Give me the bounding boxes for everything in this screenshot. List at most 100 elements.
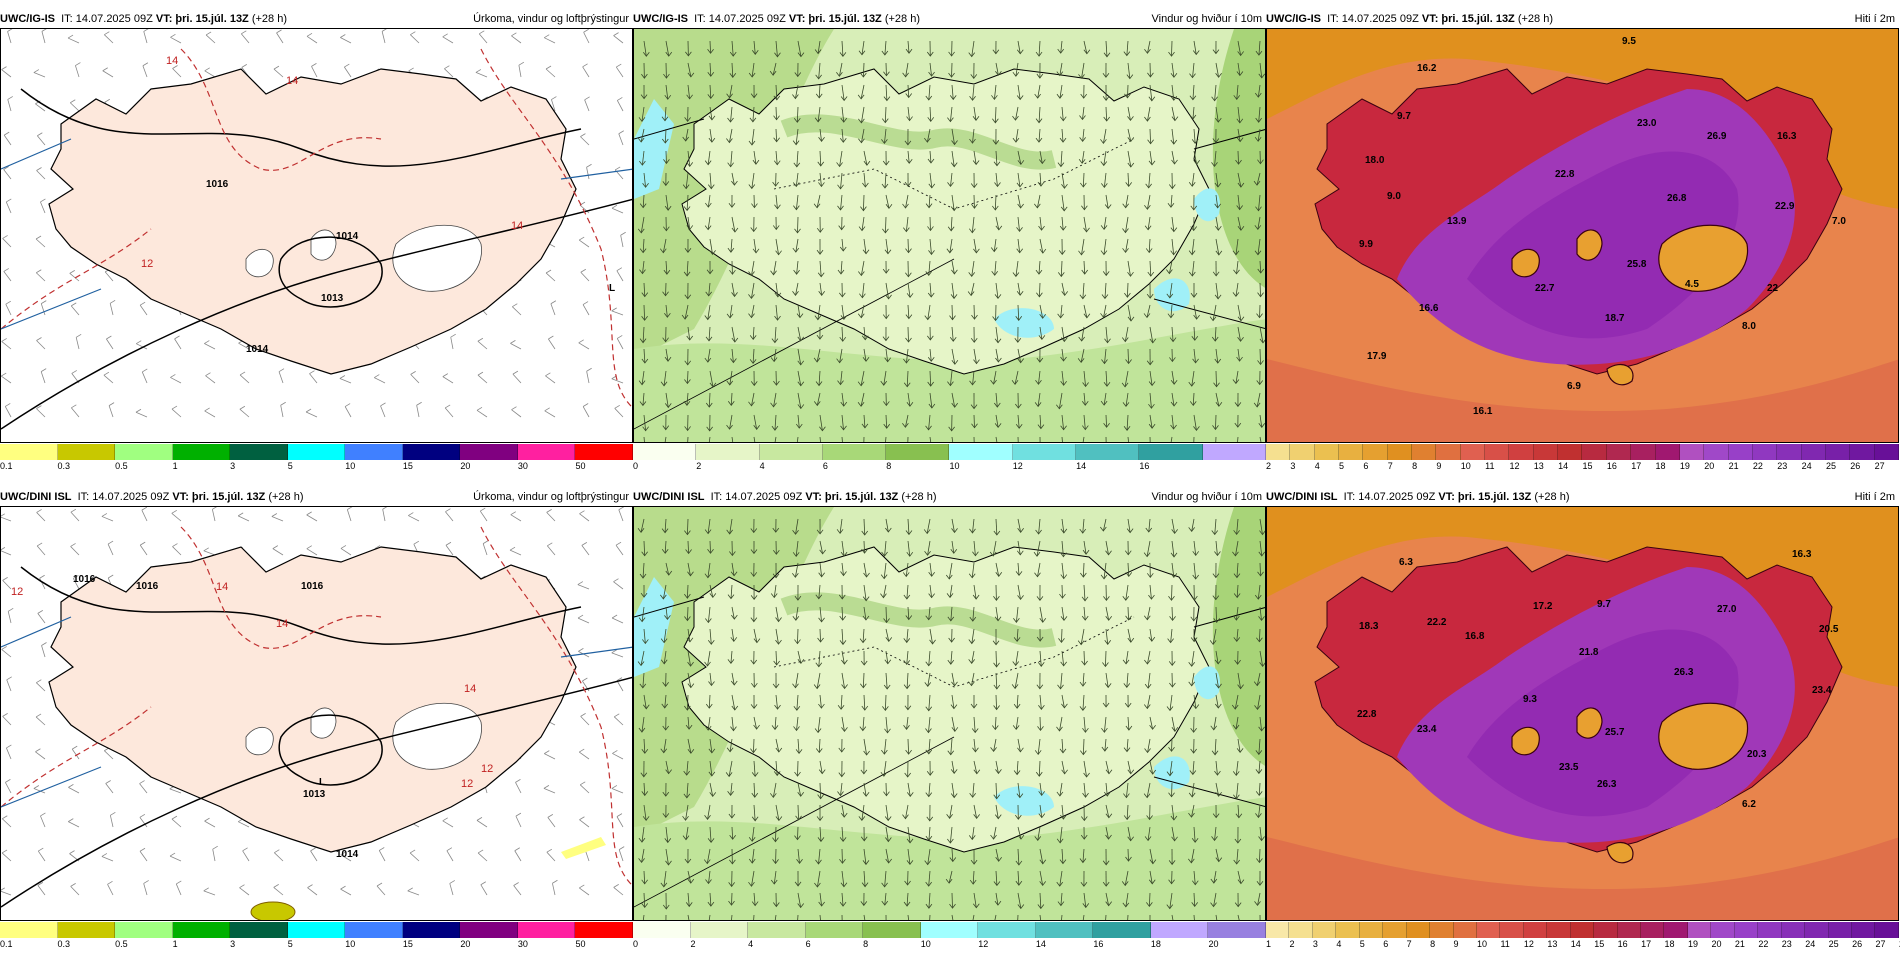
legend-swatch [1412,444,1436,460]
legend-swatch [1571,922,1594,938]
isoline-label: 1014 [336,231,359,242]
legend-tick-label: 15 [403,461,413,471]
legend-tick-label: 10 [950,461,960,471]
wind-arrow [1172,607,1173,620]
isoline-label: 1013 [303,789,326,800]
legend-swatch [1266,444,1290,460]
legend-tick-label: 0 [633,939,638,949]
temperature-label: 26.8 [1667,193,1687,204]
legend-swatch [230,444,288,460]
temperature-label: 22 [1767,283,1779,294]
low-pressure-marker: L [609,283,615,294]
legend-swatch [1524,922,1547,938]
legend-swatch [760,444,823,460]
model-source: UWC/IG-IS [633,13,688,25]
low-pressure-marker: L [319,777,325,788]
legend-tick-label: 2 [1266,461,1271,471]
temperature-label: 6.3 [1399,557,1413,568]
temperature-label: 26.3 [1597,779,1617,790]
temperature-label: 22.7 [1535,283,1555,294]
legend-swatch [863,922,921,938]
map-area[interactable] [633,506,1266,921]
init-time: IT: 14.07.2025 09Z [78,491,170,503]
isoline-label: 1014 [246,344,269,355]
legend-swatch [460,922,518,938]
legend-tick-label: 12 [1524,939,1534,949]
valid-time: þri. 15.júl. 13Z [1441,13,1514,25]
model-source: UWC/IG-IS [1266,13,1321,25]
legend-swatch [403,444,461,460]
legend-tick-label: 20 [460,939,470,949]
map-area[interactable] [633,28,1266,443]
temperature-label: 25.8 [1627,259,1647,270]
legend-tick-label: 19 [1688,939,1698,949]
legend-tick-label: 10 [1477,939,1487,949]
valid-time-label: VT: [1422,13,1439,25]
legend-tick-label: 4 [1336,939,1341,949]
legend-swatch [748,922,806,938]
wind-arrow [710,541,711,553]
legend-swatch [518,922,576,938]
temperature-label: 16.1 [1473,406,1493,417]
legend-swatch [1664,922,1687,938]
color-legend [0,922,633,938]
legend-swatch [1875,444,1899,460]
isoline-label: 1016 [301,581,324,592]
legend-tick-label: 27 [1875,461,1885,471]
legend-tick-label: 15 [1583,461,1593,471]
legend-swatch [288,922,346,938]
wind-arrow [820,629,821,642]
legend-tick-label: 5 [288,939,293,949]
valid-time: þri. 15.júl. 13Z [1458,491,1531,503]
temperature-label: 21.8 [1579,647,1599,658]
legend-tick-label: 27 [1876,939,1886,949]
panel-header: UWC/DINI ISL IT: 14.07.2025 09Z VT: þri.… [1266,488,1899,506]
legend-swatch [115,444,173,460]
isoline-label: 14 [216,581,228,593]
legend-swatch [1782,922,1805,938]
color-legend [633,922,1266,938]
color-legend [1266,444,1899,460]
legend-swatch [1758,922,1781,938]
legend-tick-label: 4 [748,939,753,949]
legend-swatch [1547,922,1570,938]
legend-swatch [1454,922,1477,938]
temperature-label: 16.6 [1419,303,1439,314]
legend-tick-label: 18 [1665,939,1675,949]
isoline-label: 1013 [321,293,344,304]
legend-swatch [230,922,288,938]
legend-swatch [1013,444,1076,460]
legend-tick-label: 6 [823,461,828,471]
legend-tick-label: 2 [691,939,696,949]
legend-tick-label: 7 [1407,939,1412,949]
legend-tick-label: 9 [1454,939,1459,949]
legend-tick-label: 10 [345,939,355,949]
isoline-label: 12 [11,586,23,598]
legend-swatch [1208,922,1266,938]
panel-header: UWC/IG-IS IT: 14.07.2025 09Z VT: þri. 15… [1266,10,1899,28]
isoline-label: 1016 [73,574,96,585]
panel-title: Vindur og hviður í 10m [1152,10,1262,28]
valid-time: þri. 15.júl. 13Z [808,13,881,25]
legend-tick-label: 12 [1509,461,1519,471]
temperature-label: 20.3 [1747,749,1767,760]
temperature-label: 6.2 [1742,799,1756,810]
legend-swatch [1266,922,1289,938]
panel-title: Vindur og hviður í 10m [1152,488,1262,506]
isoline-label: 1014 [336,849,359,860]
legend-tick-label: 16 [1618,939,1628,949]
legend-swatch [806,922,864,938]
legend-tick-label: 0.1 [0,461,13,471]
init-time: IT: 14.07.2025 09Z [1327,13,1419,25]
wind-arrow [797,629,798,644]
legend-swatch [1076,444,1139,460]
legend-tick-label: 3 [230,939,235,949]
legend-tick-label: 23 [1782,939,1792,949]
legend-tick-label: 0.5 [115,461,128,471]
legend-tick-label: 17 [1641,939,1651,949]
